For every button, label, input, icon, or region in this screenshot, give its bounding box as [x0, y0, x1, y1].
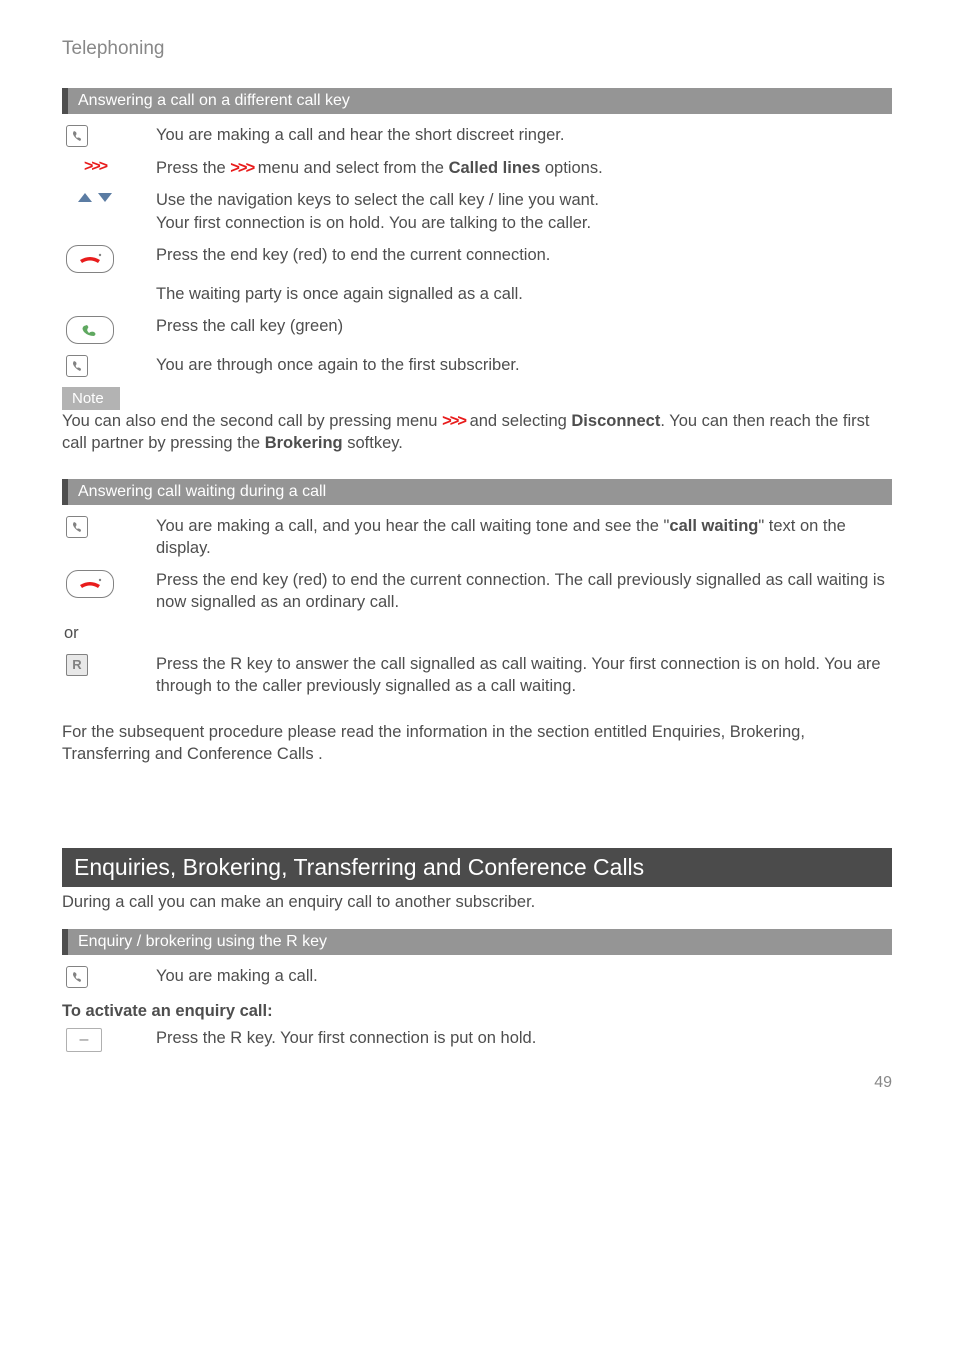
subheading-activate-enquiry: To activate an enquiry call: — [62, 1002, 892, 1021]
text-bold: Called lines — [449, 159, 541, 177]
icon-col — [64, 124, 156, 147]
text-line: Your first connection is on hold. You ar… — [156, 214, 591, 232]
call-active-icon — [66, 355, 88, 377]
chevrons-icon: >>> — [84, 158, 106, 176]
text-bold: Brokering — [265, 434, 343, 452]
instruction-text: You are through once again to the first … — [156, 354, 892, 376]
instruction-text: Press the end key (red) to end the curre… — [156, 569, 892, 614]
note-text: You can also end the second call by pres… — [62, 410, 892, 455]
arrow-down-icon — [98, 193, 112, 202]
instruction-text: Press the call key (green) — [156, 315, 892, 337]
section-intro: During a call you can make an enquiry ca… — [62, 891, 892, 913]
text-line: Use the navigation keys to select the ca… — [156, 191, 599, 209]
r-key-icon: R — [66, 654, 88, 676]
instruction-text: Press the R key to answer the call signa… — [156, 653, 892, 698]
page-number: 49 — [874, 1074, 892, 1092]
icon-col — [64, 283, 156, 284]
instruction-row: Press the end key (red) to end the curre… — [62, 244, 892, 273]
instruction-text: You are making a call. — [156, 965, 892, 987]
chevrons-inline-icon: >>> — [230, 159, 253, 177]
call-active-icon — [66, 966, 88, 988]
note-label: Note — [62, 387, 120, 410]
instruction-row: Use the navigation keys to select the ca… — [62, 189, 892, 234]
instruction-text: You are making a call and hear the short… — [156, 124, 892, 146]
instruction-text: Press the >>> menu and select from the C… — [156, 157, 892, 179]
icon-col — [64, 569, 156, 598]
chevrons-inline-icon: >>> — [442, 412, 465, 430]
or-text: or — [62, 624, 892, 643]
end-key-red-icon — [66, 570, 114, 598]
text-fragment: and selecting — [465, 412, 571, 430]
instruction-row: – Press the R key. Your first connection… — [62, 1027, 892, 1052]
call-active-icon — [66, 516, 88, 538]
instruction-row: Press the call key (green) — [62, 315, 892, 344]
text-fragment: softkey. — [343, 434, 403, 452]
instruction-text: Press the R key. Your first connection i… — [156, 1027, 892, 1049]
text-fragment: Press the — [156, 159, 230, 177]
instruction-text: Press the end key (red) to end the curre… — [156, 244, 892, 266]
icon-col: >>> — [64, 157, 156, 176]
r-key-press-icon: – — [66, 1028, 102, 1052]
icon-col — [64, 189, 156, 202]
instruction-row: R Press the R key to answer the call sig… — [62, 653, 892, 698]
instruction-row: You are making a call and hear the short… — [62, 124, 892, 147]
body-paragraph: For the subsequent procedure please read… — [62, 721, 892, 766]
icon-col — [64, 965, 156, 988]
icon-col — [64, 315, 156, 344]
icon-col — [64, 244, 156, 273]
instruction-text: You are making a call, and you hear the … — [156, 515, 892, 560]
instruction-text: Use the navigation keys to select the ca… — [156, 189, 892, 234]
icon-col: – — [64, 1027, 156, 1052]
instruction-row: The waiting party is once again signalle… — [62, 283, 892, 305]
instruction-text: The waiting party is once again signalle… — [156, 283, 892, 305]
text-fragment: You can also end the second call by pres… — [62, 412, 442, 430]
instruction-row: >>> Press the >>> menu and select from t… — [62, 157, 892, 179]
text-bold: Disconnect — [571, 412, 660, 430]
arrow-up-icon — [78, 193, 92, 202]
text-fragment: options. — [540, 159, 602, 177]
section-bar-call-waiting: Answering call waiting during a call — [62, 479, 892, 505]
icon-col — [64, 515, 156, 538]
icon-col: R — [64, 653, 156, 676]
instruction-row: You are making a call. — [62, 965, 892, 988]
text-bold: call waiting — [669, 517, 758, 535]
text-fragment: menu and select from the — [253, 159, 448, 177]
end-key-red-icon — [66, 245, 114, 273]
call-active-icon — [66, 125, 88, 147]
icon-col — [64, 354, 156, 377]
instruction-row: You are through once again to the first … — [62, 354, 892, 377]
section-heading-enquiries: Enquiries, Brokering, Transferring and C… — [62, 848, 892, 887]
call-key-green-icon — [66, 316, 114, 344]
text-fragment: You are making a call, and you hear the … — [156, 517, 669, 535]
section-bar-enquiry-r-key: Enquiry / brokering using the R key — [62, 929, 892, 955]
section-bar-answering-diff-key: Answering a call on a different call key — [62, 88, 892, 114]
instruction-row: You are making a call, and you hear the … — [62, 515, 892, 560]
page-header: Telephoning — [62, 38, 892, 60]
instruction-row: Press the end key (red) to end the curre… — [62, 569, 892, 614]
